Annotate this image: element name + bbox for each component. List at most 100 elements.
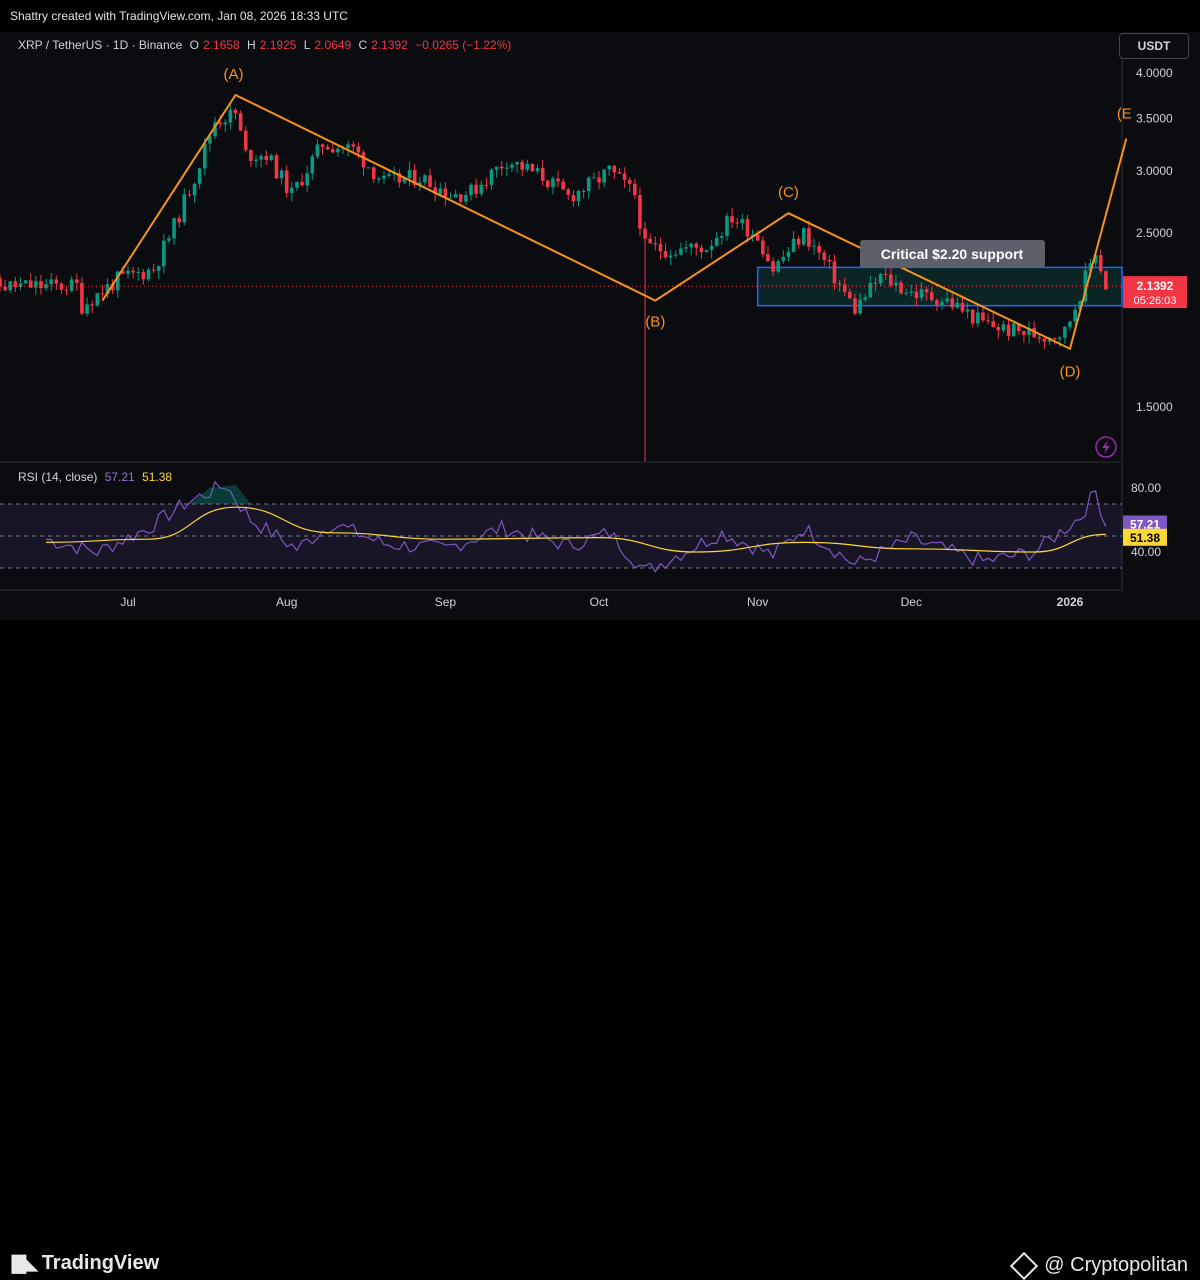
candle bbox=[44, 278, 48, 291]
candle bbox=[156, 265, 161, 280]
callout-box bbox=[860, 240, 1045, 268]
candle-body bbox=[13, 281, 18, 288]
candle-body bbox=[1027, 328, 1031, 335]
candle bbox=[1098, 249, 1103, 274]
candle bbox=[955, 297, 960, 310]
candle-body bbox=[238, 113, 243, 131]
candle bbox=[418, 176, 422, 191]
candle bbox=[192, 182, 197, 203]
candle bbox=[950, 291, 955, 311]
creator-text: Shattry created with TradingView.com, Ja… bbox=[10, 9, 348, 23]
candle-body bbox=[515, 161, 519, 165]
candle-body bbox=[202, 143, 207, 169]
candle-body bbox=[817, 245, 821, 253]
rsi-value-tag-label: 57.21 bbox=[1130, 517, 1160, 531]
candle bbox=[448, 192, 453, 199]
candle-body bbox=[720, 235, 724, 238]
candle-body bbox=[725, 216, 729, 236]
candle bbox=[259, 153, 263, 168]
candle bbox=[633, 178, 637, 199]
candle bbox=[264, 150, 269, 166]
candle bbox=[745, 214, 750, 243]
chart-svg[interactable]: 4.0000 3.5000 3.0000 2.5000 1.5000 2.1392 05:2… bbox=[0, 0, 1200, 675]
candle bbox=[167, 235, 171, 244]
candle-body bbox=[187, 194, 192, 196]
header-bar: Shattry created with TradingView.com, Ja… bbox=[0, 0, 1200, 32]
candle-body bbox=[182, 194, 187, 223]
candle bbox=[658, 237, 663, 260]
candle bbox=[1037, 333, 1042, 344]
candle bbox=[310, 153, 315, 180]
candle-body bbox=[208, 136, 212, 144]
candle bbox=[556, 170, 560, 187]
candle-body bbox=[469, 184, 473, 195]
last-price-label: 2.1392 bbox=[1137, 279, 1174, 293]
candle bbox=[433, 180, 437, 202]
countdown-label: 05:26:03 bbox=[1134, 295, 1177, 307]
candle-body bbox=[970, 309, 975, 324]
candle bbox=[182, 188, 187, 226]
candle bbox=[740, 213, 745, 231]
candle-body bbox=[412, 170, 417, 186]
candle-body bbox=[136, 271, 141, 273]
candle-body bbox=[80, 282, 84, 314]
candle bbox=[976, 305, 980, 328]
candle-body bbox=[525, 163, 530, 170]
candle bbox=[315, 139, 320, 160]
candle-body bbox=[1068, 321, 1072, 327]
candle bbox=[453, 189, 458, 198]
rsi-label[interactable]: RSI (14, close) bbox=[18, 470, 98, 484]
candle bbox=[366, 167, 371, 169]
candle bbox=[1073, 304, 1077, 326]
candle bbox=[689, 242, 693, 256]
open-label: O bbox=[189, 38, 199, 52]
tradingview-logo[interactable]: ▇◣ TradingView bbox=[12, 1252, 159, 1275]
candle-body bbox=[167, 238, 171, 241]
candle-body bbox=[960, 302, 965, 312]
candle-body bbox=[162, 240, 166, 267]
candle bbox=[776, 259, 780, 273]
candle-body bbox=[955, 302, 960, 308]
candle-body bbox=[1093, 255, 1098, 264]
candle-body bbox=[648, 238, 652, 244]
candle bbox=[484, 177, 489, 190]
candle bbox=[187, 189, 192, 198]
candle-body bbox=[965, 309, 970, 312]
price-layer bbox=[0, 103, 1123, 462]
candle bbox=[1032, 321, 1036, 338]
currency-button[interactable]: USDT bbox=[1119, 33, 1189, 59]
candle-body bbox=[243, 130, 248, 151]
candle-body bbox=[366, 167, 371, 169]
candle-body bbox=[75, 279, 79, 283]
candle bbox=[515, 161, 519, 173]
rsi-ma-tag-label: 51.38 bbox=[1130, 531, 1160, 545]
candle-body bbox=[812, 245, 816, 247]
candle-body bbox=[745, 219, 750, 237]
candle bbox=[151, 263, 156, 273]
candle bbox=[18, 277, 23, 291]
candle bbox=[141, 268, 146, 285]
close-label: C bbox=[358, 38, 368, 52]
candle bbox=[110, 279, 115, 295]
candle-body bbox=[581, 190, 586, 192]
candle bbox=[249, 149, 253, 167]
candle-body bbox=[3, 286, 7, 291]
candle bbox=[1006, 319, 1011, 341]
close-value: 2.1392 bbox=[371, 38, 408, 52]
candle bbox=[694, 241, 699, 256]
wave-label: (D) bbox=[1060, 364, 1081, 381]
candle bbox=[653, 236, 658, 251]
candle bbox=[919, 282, 924, 301]
candle-body bbox=[28, 280, 33, 288]
candle-body bbox=[233, 109, 238, 114]
candle bbox=[279, 168, 284, 185]
chart-panel[interactable] bbox=[0, 32, 1200, 620]
symbol-name[interactable]: XRP / TetherUS · 1D · Binance bbox=[18, 38, 183, 52]
candle-body bbox=[0, 278, 2, 287]
candle-body bbox=[602, 169, 606, 183]
candle bbox=[546, 179, 550, 190]
candle-body bbox=[976, 312, 980, 324]
candle-body bbox=[658, 244, 663, 252]
lightning-icon[interactable] bbox=[1095, 436, 1117, 458]
candle-body bbox=[377, 178, 381, 180]
